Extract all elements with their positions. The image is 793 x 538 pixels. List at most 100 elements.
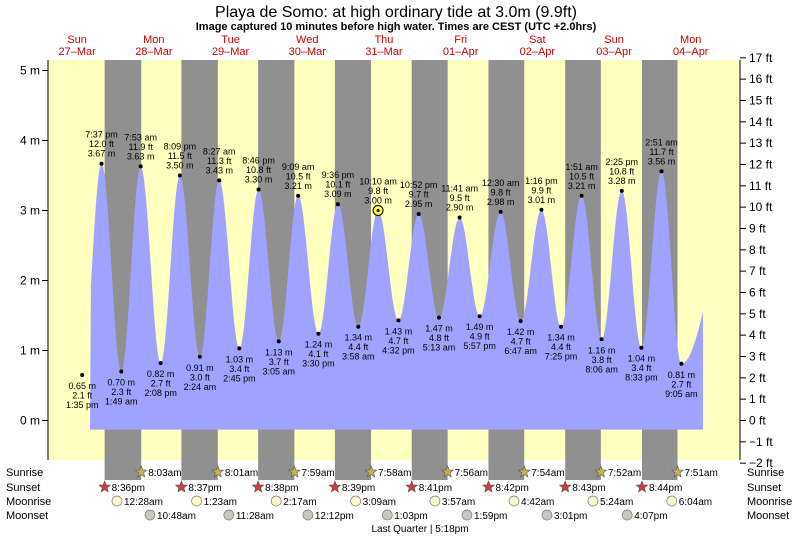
day-label-dow: Thu bbox=[374, 34, 393, 46]
low-point bbox=[237, 346, 242, 351]
high-label: 11.9 ft bbox=[129, 142, 154, 152]
sunrise-icon bbox=[441, 465, 455, 478]
right-tick-label: 9 ft bbox=[749, 221, 766, 235]
sunset-row-label: Sunset bbox=[6, 482, 40, 494]
sunrise-icon bbox=[211, 465, 225, 478]
low-label: 7:25 pm bbox=[545, 352, 578, 362]
right-tick-label: 6 ft bbox=[749, 285, 766, 299]
moonset-time: 10:48am bbox=[157, 511, 196, 522]
high-point bbox=[498, 209, 503, 214]
high-label: 3.28 m bbox=[608, 176, 636, 186]
day-label-date: 31–Mar bbox=[365, 46, 403, 58]
low-label: 2:24 am bbox=[184, 382, 217, 392]
night-band-tail bbox=[488, 460, 525, 480]
low-label: 1.04 m bbox=[628, 354, 656, 364]
low-label: 0.65 m bbox=[68, 381, 96, 391]
chart-title: Playa de Somo: at high ordinary tide at … bbox=[215, 4, 577, 21]
low-label: 6:47 am bbox=[504, 346, 537, 356]
high-label: 9.7 ft bbox=[409, 190, 430, 200]
high-label: 2.95 m bbox=[405, 199, 433, 209]
sunset-time: 8:42pm bbox=[495, 483, 528, 494]
day-label-date: 29–Mar bbox=[212, 46, 250, 58]
moonrise-icon bbox=[508, 495, 520, 507]
right-tick-label: 5 ft bbox=[749, 307, 766, 321]
low-point bbox=[559, 324, 564, 329]
high-point bbox=[177, 173, 182, 178]
sunset-icon bbox=[174, 480, 188, 493]
sunset-icon bbox=[635, 480, 649, 493]
low-point bbox=[477, 314, 482, 319]
sunset-icon bbox=[251, 480, 265, 493]
moonset-time: 3:01pm bbox=[554, 511, 587, 522]
sunset-row-label-right: Sunset bbox=[747, 482, 781, 494]
low-label: 2.1 ft bbox=[72, 391, 93, 401]
low-point bbox=[599, 337, 604, 342]
right-tick-label: 16 ft bbox=[749, 72, 773, 86]
low-point bbox=[356, 324, 361, 329]
high-label: 10:10 am bbox=[359, 177, 397, 187]
moonrise-icon bbox=[429, 495, 441, 507]
low-label: 3.0 ft bbox=[190, 372, 211, 382]
low-label: 1.24 m bbox=[305, 340, 333, 350]
sunrise-time: 8:01am bbox=[225, 468, 258, 479]
high-label: 3.01 m bbox=[528, 195, 556, 205]
low-label: 4.9 ft bbox=[470, 332, 491, 342]
right-tick-label: 13 ft bbox=[749, 136, 773, 150]
sunrise-icon bbox=[671, 465, 684, 478]
right-tick-label: 12 ft bbox=[749, 157, 773, 171]
chart-subtitle: Image captured 10 minutes before high wa… bbox=[196, 21, 597, 33]
moonset-row-label: Moonset bbox=[6, 510, 48, 522]
moonrise-time: 2:17am bbox=[283, 497, 316, 508]
axes: 0 m 1 m 2 m 3 m 4 m 5 m −2 ft −1 ft 0 ft 1 ft 2 ft… bbox=[20, 51, 773, 470]
high-label: 2:25 pm bbox=[606, 157, 639, 167]
sunrise-icon bbox=[364, 465, 378, 478]
sunset-icon bbox=[98, 480, 112, 493]
day-label-date: 02–Apr bbox=[520, 46, 556, 58]
right-tick-label: 10 ft bbox=[749, 200, 773, 214]
low-label: 0.91 m bbox=[186, 363, 214, 373]
low-label: 8:33 pm bbox=[625, 373, 658, 383]
left-tick-label: 4 m bbox=[20, 134, 40, 148]
sunset-time: 8:37pm bbox=[188, 483, 221, 494]
low-label: 2.3 ft bbox=[111, 387, 132, 397]
high-label: 11:41 am bbox=[441, 184, 478, 194]
moonset-time: 1:59pm bbox=[474, 511, 507, 522]
sunrise-icon bbox=[594, 465, 608, 478]
sunrise-time: 7:51am bbox=[684, 468, 717, 479]
day-labels: Sun27–MarMon28–MarTue29–MarWed30–MarThu3… bbox=[58, 34, 708, 58]
low-label: 1.34 m bbox=[547, 333, 575, 343]
high-label: 10.5 ft bbox=[569, 171, 595, 181]
day-label-dow: Sun bbox=[67, 34, 87, 46]
high-label: 3.30 m bbox=[245, 175, 273, 185]
low-point bbox=[197, 354, 202, 359]
low-point bbox=[316, 331, 321, 336]
low-point bbox=[436, 315, 441, 320]
low-label: 5:57 pm bbox=[463, 341, 496, 351]
high-label: 10.1 ft bbox=[325, 180, 351, 190]
right-tick-label: 15 ft bbox=[749, 93, 773, 107]
low-label: 4:32 pm bbox=[382, 345, 415, 355]
high-label: 7:37 pm bbox=[85, 130, 118, 140]
high-label: 9.8 ft bbox=[491, 187, 512, 197]
high-point bbox=[416, 212, 421, 216]
low-label: 2:45 pm bbox=[223, 373, 256, 383]
sunset-icon bbox=[328, 480, 342, 493]
high-label: 9:36 pm bbox=[322, 170, 355, 180]
high-point bbox=[296, 193, 301, 198]
low-label: 9:05 am bbox=[665, 389, 698, 399]
day-label-date: 27–Mar bbox=[58, 46, 96, 58]
high-label: 10.5 ft bbox=[286, 171, 312, 181]
low-label: 4.8 ft bbox=[429, 333, 450, 343]
moonset-time: 12:12pm bbox=[315, 511, 354, 522]
sunset-time: 8:44pm bbox=[649, 483, 682, 494]
sunrise-time: 7:58am bbox=[378, 468, 411, 479]
low-label: 1.42 m bbox=[507, 327, 535, 337]
low-point bbox=[518, 319, 523, 324]
sunset-time: 8:36pm bbox=[112, 483, 145, 494]
moonset-icon bbox=[144, 509, 156, 521]
sunrise-time: 7:56am bbox=[455, 468, 488, 479]
right-tick-label: 4 ft bbox=[749, 328, 766, 342]
high-label: 10:52 pm bbox=[400, 180, 438, 190]
